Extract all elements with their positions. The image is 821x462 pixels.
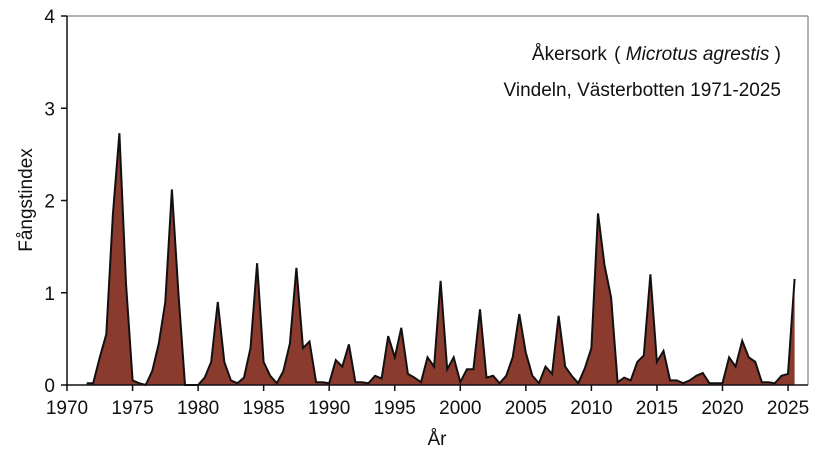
x-tick-label: 2025: [767, 398, 809, 419]
y-axis-ticks: 0 1 2 3 4: [44, 7, 67, 397]
x-tick-label: 1995: [374, 398, 416, 419]
x-tick-label: 1975: [111, 398, 153, 419]
x-tick-label: 2010: [570, 398, 612, 419]
x-axis-ticks: 1970 1975 1980 1985 1990 1995 2000 2005 2010 2015…: [46, 385, 809, 419]
chart-subtitle: Vindeln, Västerbotten 1971-2025: [504, 80, 781, 101]
y-tick-label: 4: [44, 7, 55, 28]
series-line: [86, 133, 796, 387]
x-tick-label: 1970: [46, 398, 88, 419]
x-axis-title: År: [428, 429, 448, 450]
y-tick-label: 1: [44, 284, 55, 305]
title-common-name: Åkersork: [532, 44, 607, 65]
title-latin-name: Microtus agrestis: [626, 44, 770, 65]
y-tick-label: 3: [44, 99, 55, 120]
x-tick-label: 2005: [505, 398, 547, 419]
x-tick-label: 2020: [701, 398, 743, 419]
y-axis-title: Fångstindex: [16, 148, 37, 252]
x-tick-label: 1990: [308, 398, 350, 419]
x-tick-label: 1985: [243, 398, 285, 419]
y-tick-label: 2: [44, 192, 55, 213]
title-open-paren: (: [614, 44, 621, 65]
data-area: [86, 133, 796, 387]
title-close-paren: ): [775, 44, 781, 65]
y-tick-label: 0: [44, 376, 55, 397]
x-tick-label: 2015: [636, 398, 678, 419]
series-area-fill: [86, 133, 795, 385]
x-tick-label: 1980: [177, 398, 219, 419]
x-tick-label: 2000: [439, 398, 481, 419]
chart-title: Åkersork ( Microtus agrestis ): [532, 44, 781, 65]
